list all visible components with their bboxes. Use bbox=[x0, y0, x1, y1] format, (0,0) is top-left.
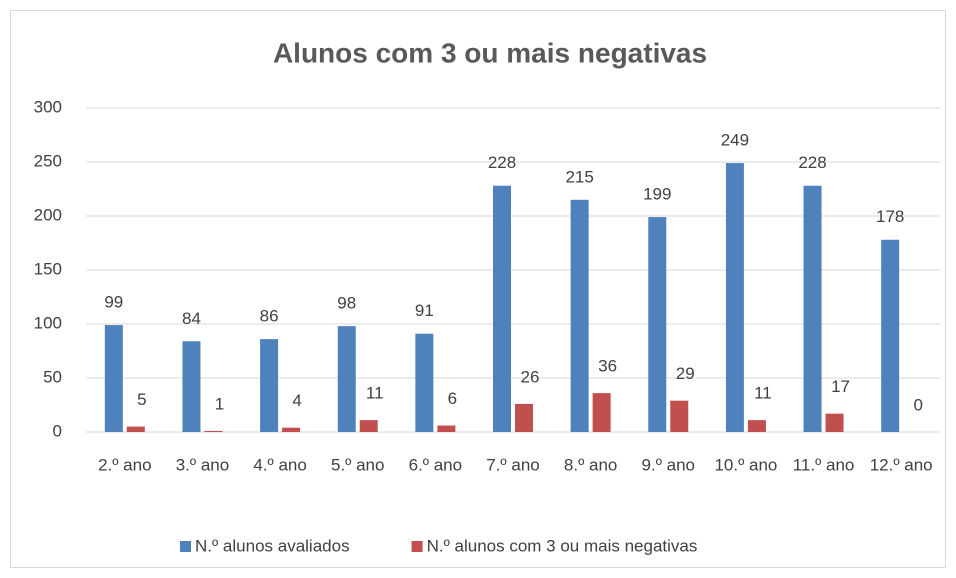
data-label: 4 bbox=[292, 391, 301, 410]
bar bbox=[592, 393, 611, 432]
x-tick-label: 8.º ano bbox=[564, 455, 617, 474]
bar bbox=[337, 326, 356, 432]
bar bbox=[415, 333, 434, 432]
y-tick-label: 150 bbox=[34, 259, 62, 278]
bar bbox=[515, 403, 533, 432]
bar bbox=[359, 420, 378, 432]
x-tick-label: 10.º ano bbox=[714, 455, 777, 474]
legend-label: N.º alunos avaliados bbox=[195, 536, 350, 555]
data-label: 26 bbox=[521, 367, 540, 386]
data-label: 6 bbox=[448, 389, 457, 408]
data-label: 17 bbox=[831, 377, 850, 396]
bar bbox=[437, 425, 456, 432]
bar bbox=[725, 163, 744, 432]
x-tick-label: 3.º ano bbox=[176, 455, 229, 474]
data-label: 29 bbox=[676, 364, 695, 383]
bar bbox=[104, 325, 123, 432]
data-label: 91 bbox=[415, 301, 434, 320]
data-label: 11 bbox=[754, 384, 772, 403]
y-tick-label: 300 bbox=[34, 97, 62, 116]
data-label: 249 bbox=[721, 131, 749, 150]
bar bbox=[282, 427, 301, 432]
legend-label: N.º alunos com 3 ou mais negativas bbox=[427, 536, 698, 555]
y-tick-label: 100 bbox=[34, 313, 62, 332]
data-label: 86 bbox=[260, 307, 279, 326]
bar bbox=[825, 413, 844, 432]
y-tick-label: 250 bbox=[34, 151, 62, 170]
bar bbox=[670, 400, 689, 432]
x-tick-label: 7.º ano bbox=[486, 455, 539, 474]
bar bbox=[648, 217, 667, 432]
y-tick-label: 50 bbox=[43, 367, 62, 386]
legend-swatch bbox=[411, 541, 423, 552]
data-label: 228 bbox=[488, 153, 516, 172]
bar bbox=[182, 341, 201, 432]
y-tick-label: 0 bbox=[53, 421, 62, 440]
x-tick-label: 2.º ano bbox=[98, 455, 151, 474]
x-tick-label: 6.º ano bbox=[409, 455, 462, 474]
bar bbox=[260, 339, 279, 432]
data-label: 215 bbox=[565, 167, 593, 186]
legend-swatch bbox=[180, 541, 191, 552]
y-tick-label: 200 bbox=[34, 205, 62, 224]
x-tick-label: 11.º ano bbox=[793, 455, 855, 474]
data-label: 98 bbox=[337, 294, 356, 313]
data-label: 11 bbox=[366, 384, 384, 403]
data-label: 99 bbox=[104, 293, 123, 312]
data-label: 178 bbox=[876, 207, 904, 226]
bar bbox=[570, 199, 589, 432]
chart-title: Alunos com 3 ou mais negativas bbox=[273, 37, 707, 68]
chart-border bbox=[10, 10, 946, 568]
bar bbox=[126, 426, 145, 432]
data-label: 228 bbox=[798, 153, 826, 172]
data-label: 36 bbox=[598, 357, 617, 376]
data-label: 199 bbox=[643, 185, 671, 204]
x-tick-label: 4.º ano bbox=[253, 455, 306, 474]
x-tick-label: 5.º ano bbox=[331, 455, 384, 474]
bar bbox=[204, 430, 223, 432]
bar bbox=[493, 185, 511, 432]
bar bbox=[881, 239, 900, 432]
bar bbox=[803, 185, 822, 432]
bar bbox=[747, 420, 766, 432]
data-label: 0 bbox=[913, 395, 922, 414]
x-tick-label: 9.º ano bbox=[642, 455, 695, 474]
data-label: 84 bbox=[182, 309, 201, 328]
x-tick-label: 12.º ano bbox=[870, 455, 933, 474]
data-label: 5 bbox=[137, 390, 146, 409]
data-label: 1 bbox=[215, 394, 224, 413]
